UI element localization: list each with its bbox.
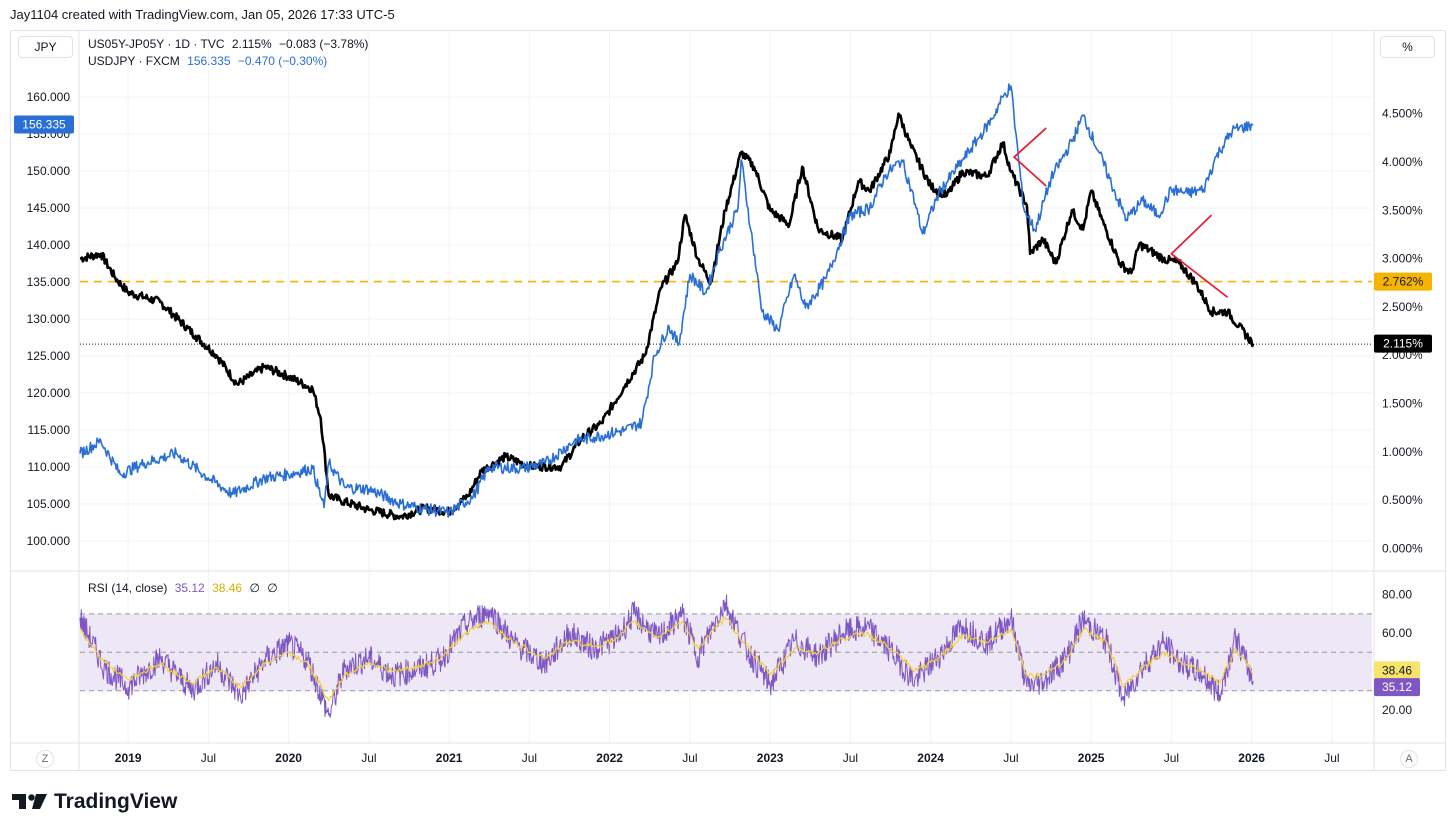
right-tick-label: 4.500% xyxy=(1382,107,1423,121)
chart-author-header: Jay1104 created with TradingView.com, Ja… xyxy=(10,7,395,22)
level-price-tag: 2.762% xyxy=(1383,275,1424,289)
left-tick-label: 130.000 xyxy=(27,312,71,326)
legend-usdjpy-symbol: USDJPY · FXCM xyxy=(88,54,180,68)
tradingview-brand: TradingView xyxy=(12,790,177,814)
rsi-ma-line xyxy=(79,616,1254,702)
x-tick-label: Jul xyxy=(682,751,697,765)
legend-spread-change: −0.083 (−3.78%) xyxy=(279,37,369,51)
tradingview-logo-icon xyxy=(12,794,47,809)
tradingview-brand-name: TradingView xyxy=(54,790,178,813)
x-tick-label: 2026 xyxy=(1238,751,1265,765)
rsi-legend-empty-2: ∅ xyxy=(267,581,278,595)
x-tick-label: 2023 xyxy=(757,751,784,765)
left-tick-label: 100.000 xyxy=(27,534,71,548)
axis-labels: 2019 Jul 2020 Jul 2021 Jul 2022 Jul 2023 Jul 2024 J… xyxy=(14,90,1432,765)
usdjpy-price-tag-bg xyxy=(14,115,74,134)
rsi-legend: RSI (14, close) 35.12 38.46 ∅ ∅ xyxy=(88,581,282,595)
rsi-legend-rsi-value: 35.12 xyxy=(174,581,205,595)
left-tick-label: 125.000 xyxy=(27,349,71,363)
right-tick-label: 1.000% xyxy=(1382,445,1423,459)
annotation-arrow xyxy=(1170,214,1229,299)
rsi-price-tag-bg xyxy=(1374,678,1420,697)
x-tick-label: 2021 xyxy=(436,751,463,765)
legend-line-usdjpy: USDJPY · FXCM 156.335 −0.470 (−0.30%) xyxy=(88,54,331,68)
usdjpy-line xyxy=(79,83,1254,518)
left-tick-label: 115.000 xyxy=(28,423,71,437)
rsi-ma-price-tag: 38.46 xyxy=(1382,663,1412,677)
rsi-band-fill xyxy=(80,613,1372,691)
rsi-tick-label: 20.00 xyxy=(1382,703,1412,717)
legend-usdjpy-change: −0.470 (−0.30%) xyxy=(237,54,328,68)
x-tick-label: 2022 xyxy=(596,751,623,765)
price-series xyxy=(79,83,1372,521)
right-tick-label: 2.500% xyxy=(1382,300,1423,314)
x-tick-label: 2020 xyxy=(275,751,302,765)
usdjpy-price-tag: 156.335 xyxy=(22,118,66,132)
right-tick-label: 0.500% xyxy=(1382,493,1423,507)
rsi-legend-label: RSI (14, close) xyxy=(88,581,168,595)
rsi-band xyxy=(80,613,1372,692)
legend-spread-symbol: US05Y-JP05Y · 1D · TVC xyxy=(88,37,225,51)
rsi-tick-label: 60.00 xyxy=(1382,626,1412,640)
zoom-reset-button[interactable]: Z xyxy=(36,750,54,768)
left-tick-label: 145.000 xyxy=(27,201,71,215)
rsi-legend-empty-1: ∅ xyxy=(249,581,260,595)
right-tick-label: 1.500% xyxy=(1382,397,1423,411)
annotation-arrow xyxy=(1012,127,1047,187)
left-tick-label: 120.000 xyxy=(27,386,71,400)
left-tick-label: 105.000 xyxy=(27,497,71,511)
x-tick-label: Jul xyxy=(201,751,216,765)
left-tick-label: 140.000 xyxy=(27,238,71,252)
chart-frame xyxy=(10,30,1446,771)
spread-line xyxy=(79,112,1255,521)
auto-scale-button[interactable]: A xyxy=(1400,750,1418,768)
level-price-tag-bg xyxy=(1374,272,1432,291)
rsi-series xyxy=(79,594,1254,718)
left-tick-label: 135.000 xyxy=(27,275,71,289)
left-tick-label: 160.000 xyxy=(27,90,71,104)
right-tick-label: 0.000% xyxy=(1382,542,1423,556)
legend-usdjpy-value: 156.335 xyxy=(187,54,231,68)
left-tick-label: 150.000 xyxy=(27,164,71,178)
legend-line-spread: US05Y-JP05Y · 1D · TVC 2.115% −0.083 (−3… xyxy=(88,37,372,51)
right-tick-label: 3.000% xyxy=(1382,252,1423,266)
x-tick-label: Jul xyxy=(843,751,858,765)
x-tick-label: Jul xyxy=(1324,751,1339,765)
x-tick-label: Jul xyxy=(1003,751,1018,765)
rsi-ma-price-tag-bg xyxy=(1374,661,1420,680)
x-tick-label: 2024 xyxy=(917,751,944,765)
spread-price-tag: 2.115% xyxy=(1383,337,1423,351)
rsi-legend-ma-value: 38.46 xyxy=(212,581,243,595)
legend-spread-value: 2.115% xyxy=(231,37,272,51)
right-scale-button[interactable]: % xyxy=(1380,36,1435,58)
left-scale-button[interactable]: JPY xyxy=(18,36,73,58)
left-tick-label: 110.000 xyxy=(28,460,71,474)
x-tick-label: Jul xyxy=(361,751,376,765)
x-tick-label: Jul xyxy=(522,751,537,765)
right-tick-label: 3.500% xyxy=(1382,203,1423,217)
rsi-price-tag: 35.12 xyxy=(1382,680,1412,694)
spread-price-tag-bg xyxy=(1374,334,1432,353)
x-tick-label: Jul xyxy=(1164,751,1179,765)
x-tick-label: 2019 xyxy=(115,751,142,765)
axes xyxy=(10,30,1446,771)
right-tick-label: 4.000% xyxy=(1382,155,1423,169)
annotations xyxy=(1012,127,1229,299)
x-tick-label: 2025 xyxy=(1078,751,1105,765)
rsi-tick-label: 80.00 xyxy=(1382,588,1412,602)
